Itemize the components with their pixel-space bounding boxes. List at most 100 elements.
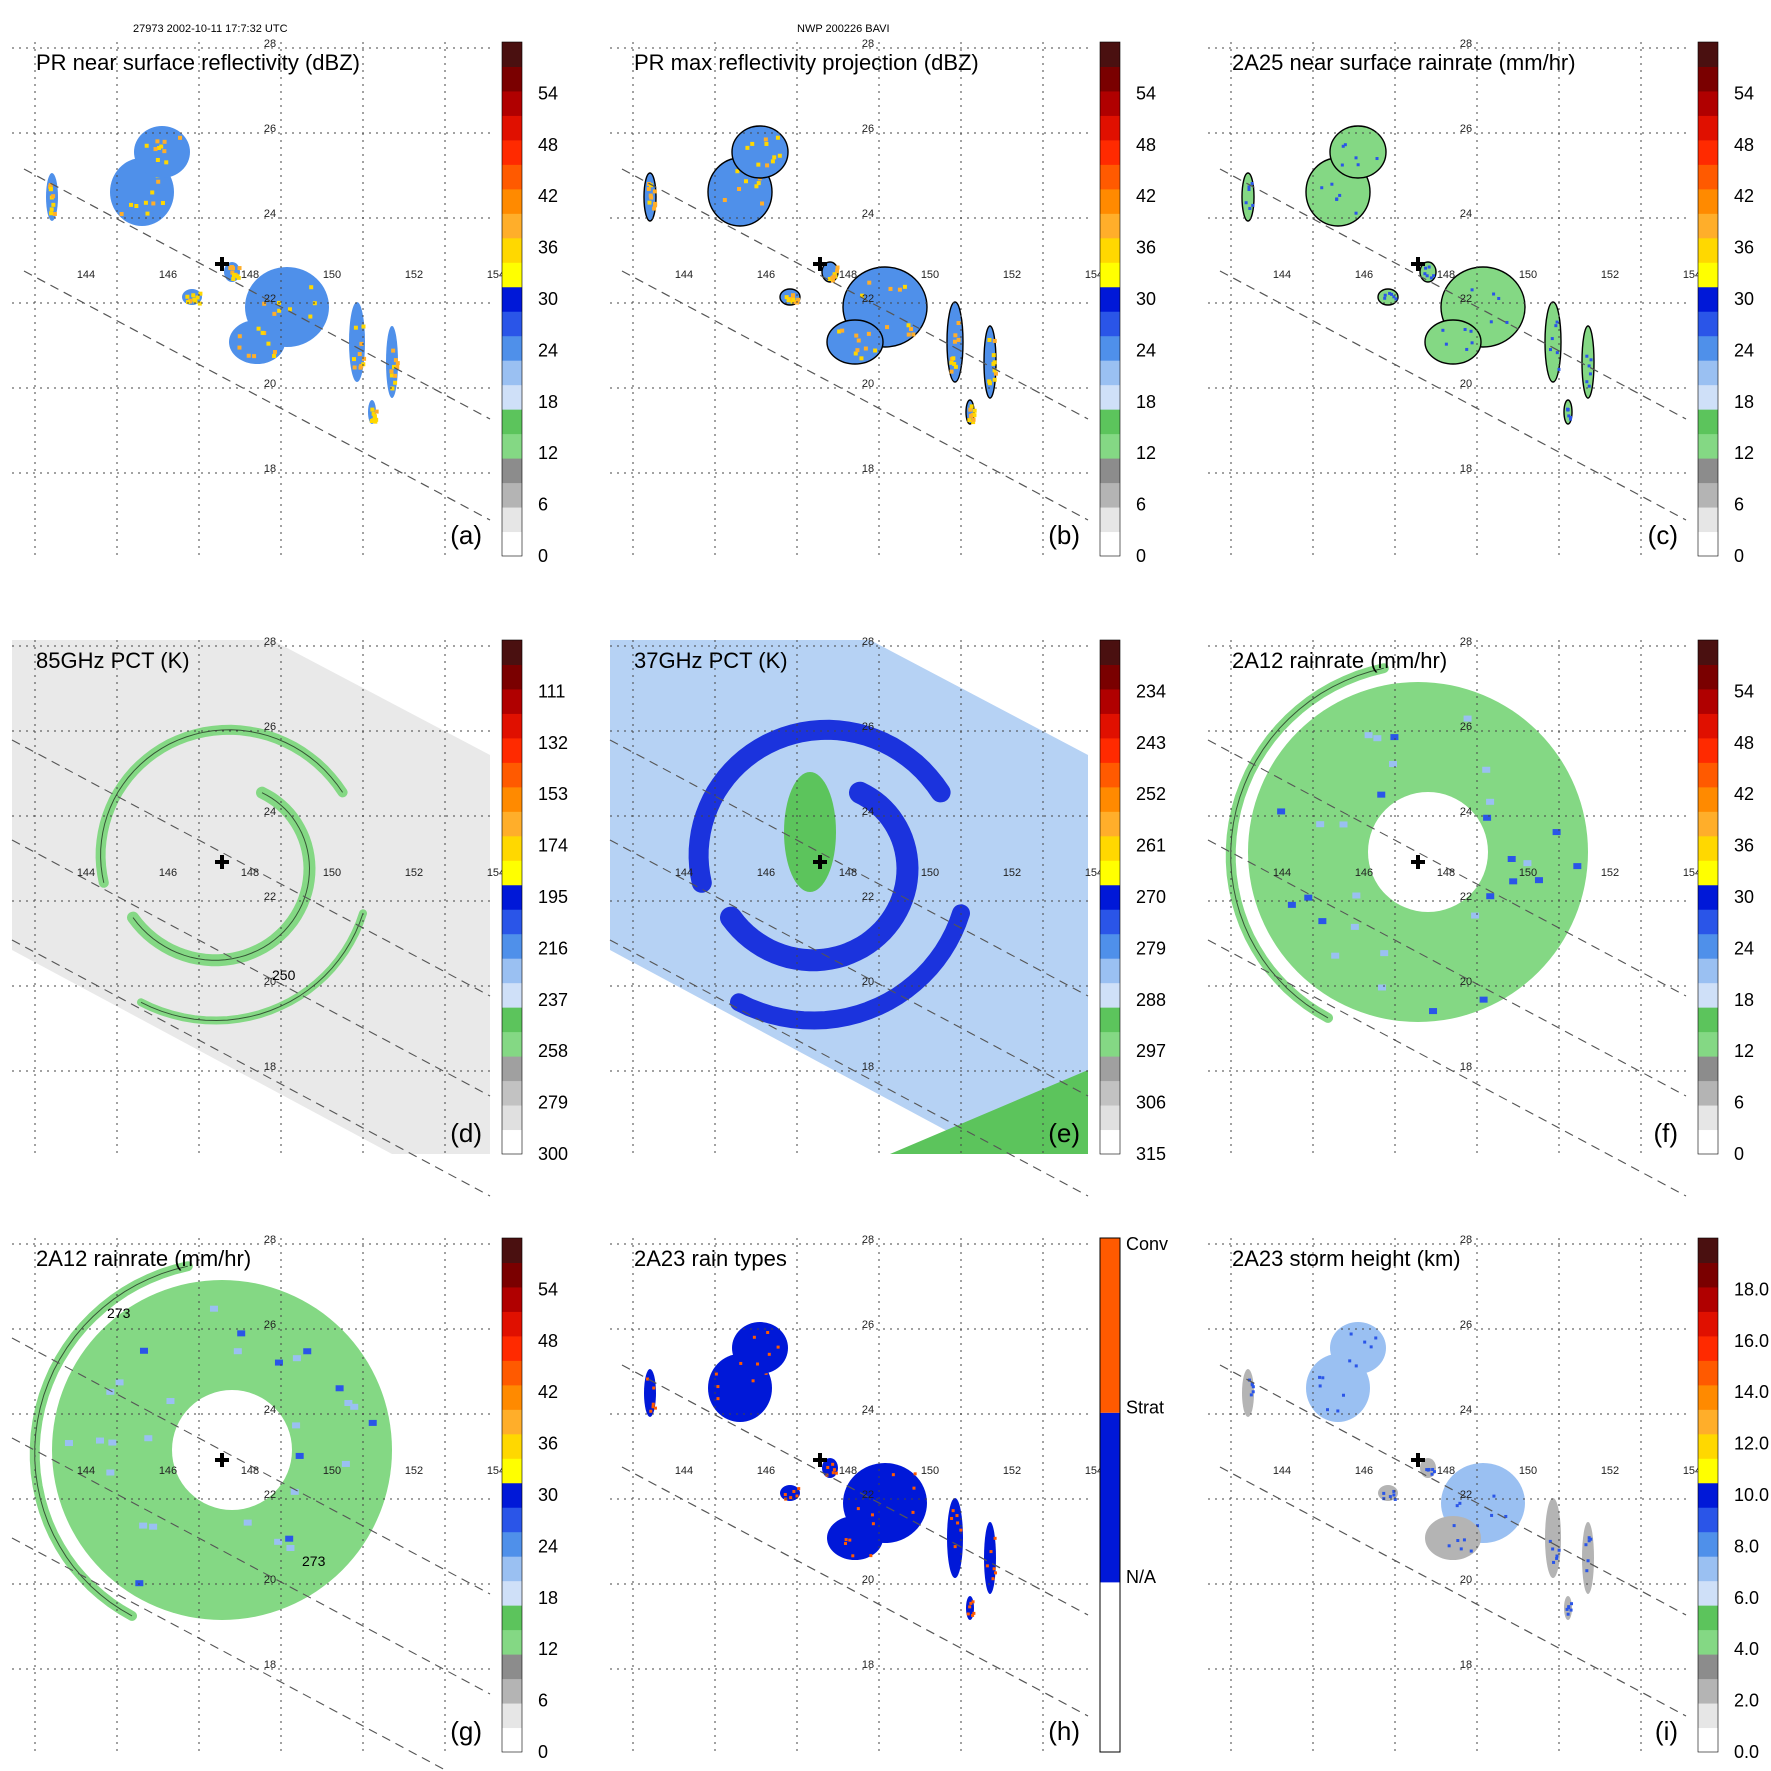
reflectivity-core [359, 341, 364, 346]
colorbar-frame [1697, 639, 1719, 1155]
reflectivity-core [389, 369, 394, 374]
colorbar-swatch [1698, 713, 1718, 739]
colorbar-tick-label: 24 [1734, 340, 1754, 360]
rain-core [139, 1347, 148, 1354]
colorbar-swatch [1698, 1580, 1718, 1606]
colorbar: N/A Strat Conv [1099, 1234, 1168, 1753]
colorbar-swatch [502, 286, 522, 312]
convective-pixel [716, 1385, 720, 1389]
swath-edge [1219, 1364, 1687, 1616]
rain-core [1341, 1393, 1345, 1397]
lon-tick-label: 148 [241, 269, 259, 281]
reflectivity-core [393, 380, 398, 385]
convective-pixel [831, 1471, 835, 1475]
reflectivity-core [765, 163, 770, 168]
lat-tick-label: 18 [264, 1061, 276, 1073]
contour-label: 250 [272, 967, 296, 983]
header-left: 27973 2002-10-11 17:7:32 UTC [133, 23, 288, 35]
rain-core [341, 1460, 350, 1467]
panel-field [610, 640, 1088, 1154]
rain-core [1470, 341, 1474, 345]
reflectivity-core [230, 270, 235, 275]
convective-pixel [831, 1462, 835, 1466]
colorbar-tick-label: 30 [538, 1485, 558, 1505]
reflectivity-core [155, 157, 160, 162]
colorbar-tick-label: 18 [1734, 990, 1754, 1010]
lat-tick-label: 20 [862, 1574, 874, 1586]
reflectivity-core [188, 298, 193, 303]
lat-tick-label: 18 [1460, 1061, 1472, 1073]
lat-tick-label: 20 [1460, 976, 1472, 988]
panel-title: PR near surface reflectivity (dBZ) [36, 50, 360, 75]
reflectivity-core [837, 329, 842, 334]
rain-core [1244, 201, 1248, 205]
colorbar-swatch [1698, 482, 1718, 508]
colorbar-swatch [1100, 115, 1120, 141]
colorbar-tick-label: 54 [1734, 83, 1754, 103]
colorbar-swatch [1698, 360, 1718, 386]
convective-pixel [969, 1601, 973, 1605]
reflectivity-core [143, 200, 148, 205]
panel-letter: (f) [1653, 1118, 1678, 1148]
rain-core [1555, 320, 1559, 324]
colorbar-swatch [1698, 409, 1718, 435]
rain-core [1247, 187, 1251, 191]
reflectivity-core [993, 371, 998, 376]
rain-core [1394, 297, 1398, 301]
contour-label: 273 [107, 1305, 131, 1321]
lat-tick-label: 22 [862, 1489, 874, 1501]
panel-field [1242, 1322, 1594, 1620]
rain-core [237, 1330, 246, 1337]
colorbar-tick-label: 195 [538, 887, 568, 907]
rain-core [292, 1355, 301, 1362]
colorbar-tick-label: 258 [538, 1041, 568, 1061]
colorbar-tick-label: 24 [538, 1536, 558, 1556]
colorbar-swatch [502, 164, 522, 190]
lat-tick-label: 20 [1460, 1574, 1472, 1586]
colorbar-swatch [1698, 1335, 1718, 1361]
colorbar-swatch [502, 1360, 522, 1386]
reflectivity-core [775, 135, 780, 140]
reflectivity-core [156, 146, 161, 151]
reflectivity-core [953, 333, 958, 338]
rain-core [64, 1440, 73, 1447]
panel-h: 144 146 148 150 152 154 18 20 22 24 26 28 2A23 rain … [610, 1234, 1168, 1753]
reflectivity-core [362, 356, 367, 361]
reflectivity-core [159, 144, 164, 149]
convective-pixel [653, 1406, 657, 1410]
convective-pixel [968, 1605, 972, 1609]
panel-field [1208, 640, 1686, 1154]
lon-tick-label: 144 [77, 269, 95, 281]
convective-pixel [649, 1409, 653, 1413]
convective-pixel [959, 1528, 963, 1532]
reflectivity-core [968, 407, 973, 412]
lon-tick-label: 152 [1003, 867, 1021, 879]
colorbar-tick-label: 0 [1734, 1144, 1744, 1164]
colorbar-swatch [1100, 933, 1120, 959]
rain-band-contour [1230, 667, 1384, 1019]
rain-core [1369, 1345, 1373, 1349]
lon-tick-label: 154 [1683, 1465, 1701, 1477]
colorbar-frame [501, 1237, 523, 1753]
rain-core [1557, 367, 1561, 371]
panel-field [12, 640, 490, 1154]
colorbar-swatch [1100, 982, 1120, 1008]
rain-core [1497, 296, 1501, 300]
colorbar: 0 6 12 18 24 30 36 42 48 54 [501, 1237, 558, 1762]
colorbar-swatch [1698, 1629, 1718, 1655]
reflectivity-core [51, 194, 56, 199]
colorbar-swatch [502, 1007, 522, 1033]
colorbar-tick-label: 300 [538, 1144, 568, 1164]
convective-pixel [716, 1397, 720, 1401]
convective-pixel [767, 1352, 771, 1356]
colorbar-frame [1099, 41, 1121, 557]
lat-tick-label: 24 [862, 806, 874, 818]
panel-letter: (b) [1048, 520, 1080, 550]
convective-pixel [651, 1402, 655, 1406]
lat-tick-label: 24 [264, 806, 276, 818]
reflectivity-core [987, 379, 992, 384]
reflectivity-core [888, 286, 893, 291]
lat-tick-label: 24 [862, 1404, 874, 1416]
colorbar-swatch [1100, 384, 1120, 410]
